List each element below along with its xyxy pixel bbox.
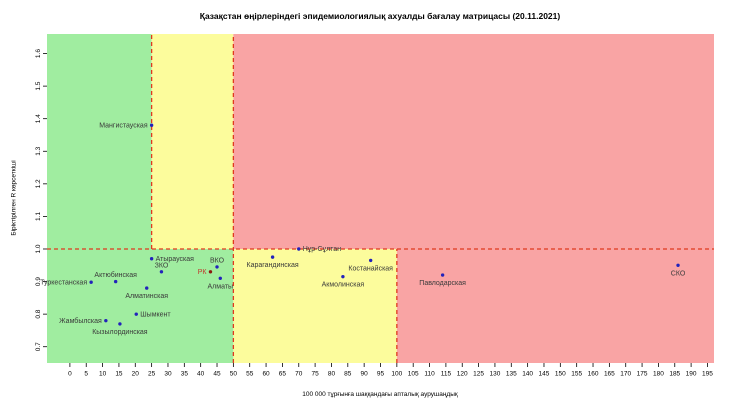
risk-zone-green-upper (47, 34, 152, 249)
x-axis-title: 100 000 тұрғынға шаққандағы апталық ауру… (302, 391, 458, 398)
x-tick-label: 50 (230, 371, 238, 378)
data-point (440, 273, 445, 277)
x-tick-label: 55 (246, 371, 254, 378)
x-tick-label: 100 (391, 371, 402, 378)
x-tick-label: 65 (279, 371, 287, 378)
data-point-label: РК (198, 269, 208, 276)
data-point-label: Мангистауская (99, 122, 148, 129)
x-tick-label: 160 (588, 371, 599, 378)
data-point-label: Нұр-Сұлтан (303, 246, 341, 253)
y-tick-label: 1.2 (35, 179, 42, 188)
y-tick-label: 1.0 (35, 244, 42, 253)
x-tick-label: 135 (506, 371, 517, 378)
x-tick-label: 25 (148, 371, 156, 378)
data-point-label: ЗКО (155, 262, 169, 269)
data-point-label: ВКО (210, 257, 225, 264)
x-tick-label: 170 (620, 371, 631, 378)
data-point-label: Акмолинская (322, 282, 365, 289)
data-point-label: Карагандинская (247, 262, 299, 269)
data-point (104, 318, 108, 323)
data-point (149, 257, 154, 261)
y-tick-label: 1.5 (35, 81, 42, 90)
x-tick-label: 180 (653, 371, 664, 378)
data-point (676, 263, 680, 267)
x-tick-label: 60 (262, 371, 270, 378)
y-tick-label: 1.3 (35, 146, 42, 155)
x-tick-label: 85 (344, 371, 352, 378)
data-point-label: СКО (671, 270, 686, 277)
x-tick-label: 115 (441, 371, 452, 378)
data-point-label: Жамбылская (59, 317, 102, 325)
x-tick-label: 20 (132, 371, 140, 378)
x-tick-label: 140 (522, 371, 533, 378)
y-tick-label: 0.8 (35, 309, 42, 318)
data-point (113, 279, 118, 284)
x-tick-label: 30 (164, 371, 172, 378)
x-tick-label: 10 (99, 371, 107, 378)
x-tick-label: 110 (424, 371, 435, 378)
data-point-label: Павлодарская (419, 280, 466, 287)
x-tick-label: 190 (686, 371, 697, 378)
x-tick-label: 155 (571, 371, 582, 378)
data-point (341, 274, 345, 279)
risk-zone-green-lower (47, 248, 234, 363)
risk-zone-yellow-lower (233, 248, 397, 363)
chart-title: Қазақстан өңірлеріндегі эпидемиологиялық… (199, 11, 561, 21)
x-tick-label: 45 (213, 371, 221, 378)
data-point-label: Туркестанская (40, 279, 87, 286)
data-point (270, 255, 275, 259)
y-tick-label: 1.1 (35, 212, 42, 221)
x-tick-label: 75 (311, 371, 319, 378)
y-tick-label: 0.9 (35, 277, 42, 286)
data-point (134, 312, 138, 316)
data-point-label: Актюбинская (94, 271, 137, 279)
x-tick-label: 15 (115, 371, 123, 378)
x-tick-label: 120 (457, 371, 468, 378)
x-tick-label: 0 (68, 371, 72, 378)
x-tick-label: 185 (669, 371, 680, 378)
data-point (89, 280, 93, 284)
data-point (145, 286, 149, 290)
x-tick-label: 90 (361, 371, 369, 378)
x-tick-label: 80 (328, 371, 336, 378)
data-point (297, 247, 301, 251)
x-tick-label: 175 (637, 371, 648, 378)
data-point-label: Атырауская (156, 256, 194, 263)
data-point-label: Шымкент (140, 311, 171, 318)
x-tick-label: 150 (555, 371, 566, 378)
x-tick-label: 40 (197, 371, 205, 378)
data-point (218, 276, 222, 281)
data-point (208, 270, 213, 274)
data-point (118, 322, 122, 326)
y-tick-label: 1.4 (35, 114, 42, 123)
data-point (149, 123, 154, 127)
x-tick-label: 5 (84, 371, 88, 378)
data-point (159, 270, 164, 274)
data-point-label: Костанайская (348, 264, 393, 272)
x-tick-label: 165 (604, 371, 615, 378)
risk-zone-yellow-upper (151, 34, 234, 249)
data-point-label: Кызылординская (92, 329, 148, 336)
x-tick-label: 125 (473, 371, 484, 378)
data-point (368, 258, 373, 263)
x-tick-label: 145 (539, 371, 550, 378)
x-tick-label: 195 (702, 371, 713, 378)
x-tick-label: 130 (490, 371, 501, 378)
x-tick-label: 70 (295, 371, 303, 378)
risk-zone-red-lower (396, 248, 714, 363)
y-tick-label: 1.6 (35, 49, 42, 58)
data-point (215, 265, 219, 269)
x-tick-label: 105 (408, 371, 419, 378)
y-tick-label: 0.7 (35, 342, 42, 351)
x-tick-label: 95 (377, 371, 385, 378)
x-tick-label: 35 (181, 371, 189, 378)
risk-zone-red-upper (233, 34, 714, 249)
data-point-label: Алматинская (125, 293, 168, 300)
data-point-label: Алматы (208, 283, 234, 290)
